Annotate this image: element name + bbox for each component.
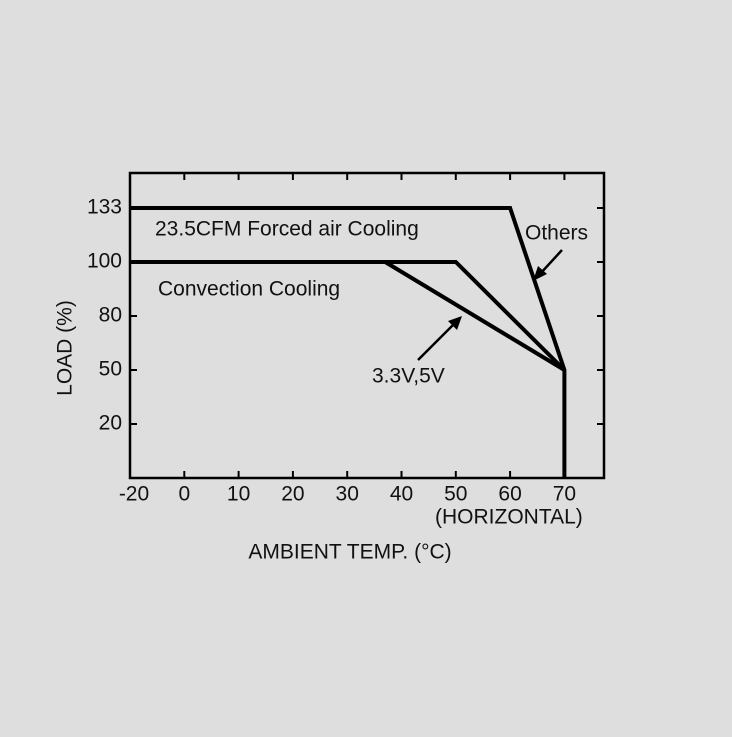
y-tick-label: 80 — [99, 304, 122, 327]
x-tick-label: 0 — [178, 483, 190, 506]
annotation: Others — [525, 222, 588, 245]
x-tick-label: 20 — [281, 483, 304, 506]
x-tick-label: 30 — [336, 483, 359, 506]
x-tick-label: 40 — [390, 483, 413, 506]
y-tick-label: 100 — [87, 250, 122, 273]
series-label: 23.5CFM Forced air Cooling — [155, 218, 419, 241]
plot-frame — [128, 171, 606, 480]
series-label: Convection Cooling — [158, 278, 340, 301]
x-axis-label: AMBIENT TEMP. (°C) — [248, 541, 451, 564]
x-tick-label: 70 — [553, 483, 576, 506]
y-tick-label: 20 — [99, 412, 122, 435]
x-tick-label: 50 — [444, 483, 467, 506]
derating-line — [130, 206, 567, 478]
x-tick-label: 10 — [227, 483, 250, 506]
derating-line — [384, 260, 566, 372]
y-tick-label: 50 — [99, 358, 122, 381]
x-tick-label: -20 — [119, 483, 149, 506]
y-axis-label: LOAD (%) — [54, 300, 77, 396]
series-label: 3.3V,5V — [372, 365, 445, 388]
y-tick-label: 133 — [87, 196, 122, 219]
derating-line — [130, 260, 566, 372]
annotation: (HORIZONTAL) — [435, 506, 583, 529]
arrow-others — [533, 249, 563, 281]
arrow-3v3 — [417, 316, 462, 361]
x-tick-label: 60 — [498, 483, 521, 506]
